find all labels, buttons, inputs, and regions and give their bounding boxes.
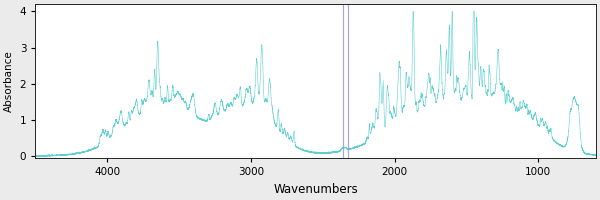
Y-axis label: Absorbance: Absorbance bbox=[4, 50, 14, 112]
X-axis label: Wavenumbers: Wavenumbers bbox=[273, 183, 358, 196]
